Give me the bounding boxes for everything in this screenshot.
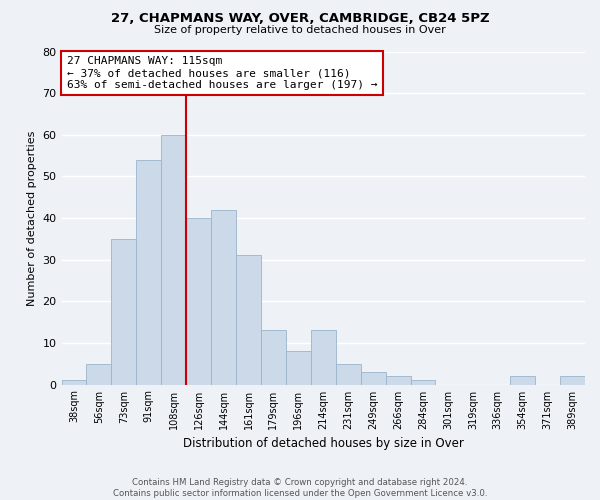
Text: Size of property relative to detached houses in Over: Size of property relative to detached ho… xyxy=(154,25,446,35)
Bar xyxy=(361,372,386,384)
Text: 27, CHAPMANS WAY, OVER, CAMBRIDGE, CB24 5PZ: 27, CHAPMANS WAY, OVER, CAMBRIDGE, CB24 … xyxy=(110,12,490,26)
X-axis label: Distribution of detached houses by size in Over: Distribution of detached houses by size … xyxy=(183,437,464,450)
Bar xyxy=(136,160,161,384)
Bar xyxy=(62,380,86,384)
Bar xyxy=(386,376,410,384)
Bar xyxy=(286,351,311,384)
Bar xyxy=(336,364,361,384)
Bar xyxy=(510,376,535,384)
Bar xyxy=(112,239,136,384)
Bar xyxy=(410,380,436,384)
Bar xyxy=(186,218,211,384)
Text: Contains HM Land Registry data © Crown copyright and database right 2024.
Contai: Contains HM Land Registry data © Crown c… xyxy=(113,478,487,498)
Bar xyxy=(560,376,585,384)
Bar xyxy=(261,330,286,384)
Bar xyxy=(211,210,236,384)
Text: 27 CHAPMANS WAY: 115sqm
← 37% of detached houses are smaller (116)
63% of semi-d: 27 CHAPMANS WAY: 115sqm ← 37% of detache… xyxy=(67,56,377,90)
Bar xyxy=(161,135,186,384)
Y-axis label: Number of detached properties: Number of detached properties xyxy=(27,130,37,306)
Bar xyxy=(236,256,261,384)
Bar xyxy=(86,364,112,384)
Bar xyxy=(311,330,336,384)
